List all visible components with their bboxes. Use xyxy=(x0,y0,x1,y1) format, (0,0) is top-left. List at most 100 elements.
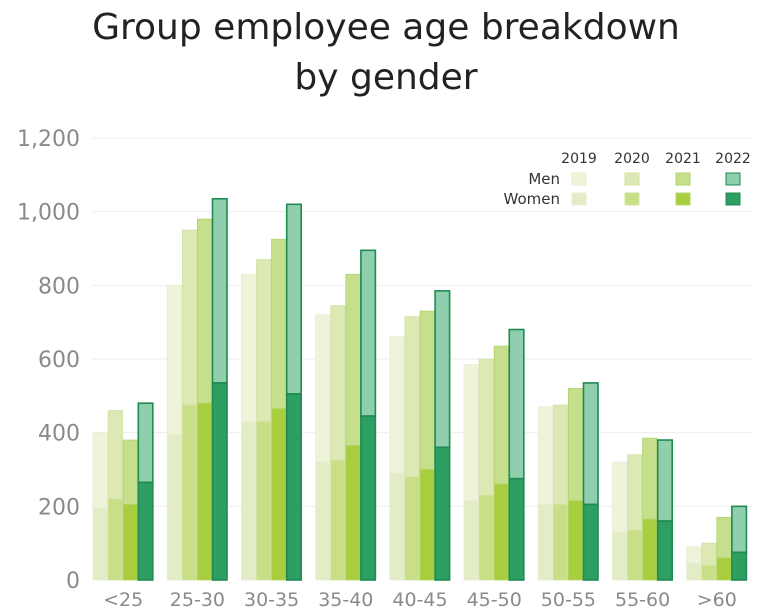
x-tick-label: 55-60 xyxy=(615,589,670,611)
legend-swatch-men xyxy=(624,172,640,186)
y-tick-label: 200 xyxy=(38,495,80,520)
bar-men-2021 xyxy=(196,218,213,404)
bar-men-2020 xyxy=(627,454,643,531)
bar-women-2020 xyxy=(256,421,272,581)
legend-row-label: Men xyxy=(528,170,560,188)
x-tick-label: 50-55 xyxy=(541,589,596,611)
bar-men-2021 xyxy=(493,345,510,485)
bar-women-2020 xyxy=(107,498,123,581)
bar-women-2022 xyxy=(508,477,525,581)
bar-women-2022 xyxy=(656,520,674,581)
bar-women-2019 xyxy=(537,504,554,581)
bar-men-2021 xyxy=(568,388,584,502)
bar-women-2020 xyxy=(181,404,198,581)
x-tick-label: <25 xyxy=(103,589,143,611)
bar-women-2020 xyxy=(478,494,495,581)
bar-men-2021 xyxy=(345,273,361,446)
bar-women-2019 xyxy=(389,472,405,581)
x-tick-label: 45-50 xyxy=(467,589,522,611)
bar-women-2022 xyxy=(731,551,748,581)
bar-men-2020 xyxy=(107,410,123,500)
legend-swatch-women xyxy=(675,192,691,206)
legend-year-label: 2019 xyxy=(561,151,597,167)
x-tick-label: 40-45 xyxy=(392,589,447,611)
x-tick-label: 35-40 xyxy=(318,589,373,611)
bar-women-2022 xyxy=(211,382,228,581)
bar-men-2020 xyxy=(552,404,569,505)
bar-women-2021 xyxy=(642,518,658,581)
bar-women-2022 xyxy=(285,393,303,581)
bar-men-2019 xyxy=(686,546,702,564)
y-tick-label: 600 xyxy=(38,348,80,373)
y-tick-label: 400 xyxy=(38,422,80,447)
y-axis: 0 200 400 600 800 1,000 1,200 xyxy=(17,127,80,594)
legend-swatch-women xyxy=(725,192,741,206)
x-tick-label: 30-35 xyxy=(244,589,299,611)
y-tick-label: 0 xyxy=(66,569,80,594)
bar-men-2021 xyxy=(271,238,287,410)
legend-year-label: 2021 xyxy=(665,151,701,167)
bar-women-2020 xyxy=(701,564,717,581)
bar-men-2022 xyxy=(137,402,154,484)
bar-women-2021 xyxy=(716,557,732,581)
x-tick-label: 25-30 xyxy=(170,589,225,611)
bar-women-2021 xyxy=(345,445,361,581)
bar-women-2021 xyxy=(196,402,213,581)
legend-year-label: 2020 xyxy=(614,151,650,167)
legend-row-label: Women xyxy=(504,190,560,208)
bar-men-2022 xyxy=(211,197,228,384)
bar-men-2019 xyxy=(315,314,331,463)
bar-women-2021 xyxy=(493,483,510,581)
y-tick-label: 1,000 xyxy=(17,201,80,226)
bar-women-2022 xyxy=(360,415,377,581)
bar-men-2019 xyxy=(537,406,554,505)
bar-men-2022 xyxy=(434,290,451,449)
bar-women-2019 xyxy=(686,563,702,581)
chart-title-line1: Group employee age breakdown xyxy=(92,7,680,48)
bar-men-2022 xyxy=(582,382,599,506)
bar-women-2019 xyxy=(612,531,628,581)
bar-women-2021 xyxy=(271,408,287,581)
legend-swatch-men xyxy=(725,172,741,186)
x-axis: <25 25-30 30-35 35-40 40-45 45-50 50-55 55-60 >6… xyxy=(103,589,737,611)
bar-men-2020 xyxy=(181,229,198,406)
legend-swatch-women xyxy=(571,192,587,206)
bar-men-2022 xyxy=(656,439,674,522)
legend-swatch-men xyxy=(571,172,587,186)
bar-men-2021 xyxy=(122,439,139,505)
bar-men-2019 xyxy=(92,432,108,509)
bar-women-2022 xyxy=(582,503,599,581)
bar-men-2021 xyxy=(419,310,435,470)
bar-men-2021 xyxy=(716,516,732,559)
bar-women-2020 xyxy=(330,459,346,581)
bar-women-2020 xyxy=(627,529,643,581)
bar-men-2019 xyxy=(389,336,405,474)
legend-swatch-men xyxy=(675,172,691,186)
bar-men-2022 xyxy=(285,203,303,395)
bar-women-2021 xyxy=(568,500,584,581)
x-tick-label: >60 xyxy=(697,589,737,611)
bars xyxy=(92,197,748,581)
bar-women-2019 xyxy=(315,461,331,581)
bar-men-2022 xyxy=(360,249,377,417)
bar-men-2020 xyxy=(701,542,717,566)
bar-women-2021 xyxy=(122,504,139,581)
bar-women-2019 xyxy=(92,507,108,581)
bar-women-2022 xyxy=(434,446,451,581)
bar-women-2019 xyxy=(166,434,183,581)
bar-women-2020 xyxy=(404,476,420,581)
bar-women-2020 xyxy=(552,504,569,581)
y-tick-label: 800 xyxy=(38,274,80,299)
bar-women-2019 xyxy=(240,421,257,581)
bar-men-2020 xyxy=(330,305,346,461)
bar-women-2021 xyxy=(419,469,435,581)
bar-men-2020 xyxy=(478,358,495,496)
bar-men-2019 xyxy=(166,284,183,435)
legend-swatch-women xyxy=(624,192,640,206)
bar-men-2021 xyxy=(642,437,658,520)
y-tick-label: 1,200 xyxy=(17,127,80,152)
bar-women-2019 xyxy=(463,500,479,581)
legend-year-label: 2022 xyxy=(715,151,751,167)
